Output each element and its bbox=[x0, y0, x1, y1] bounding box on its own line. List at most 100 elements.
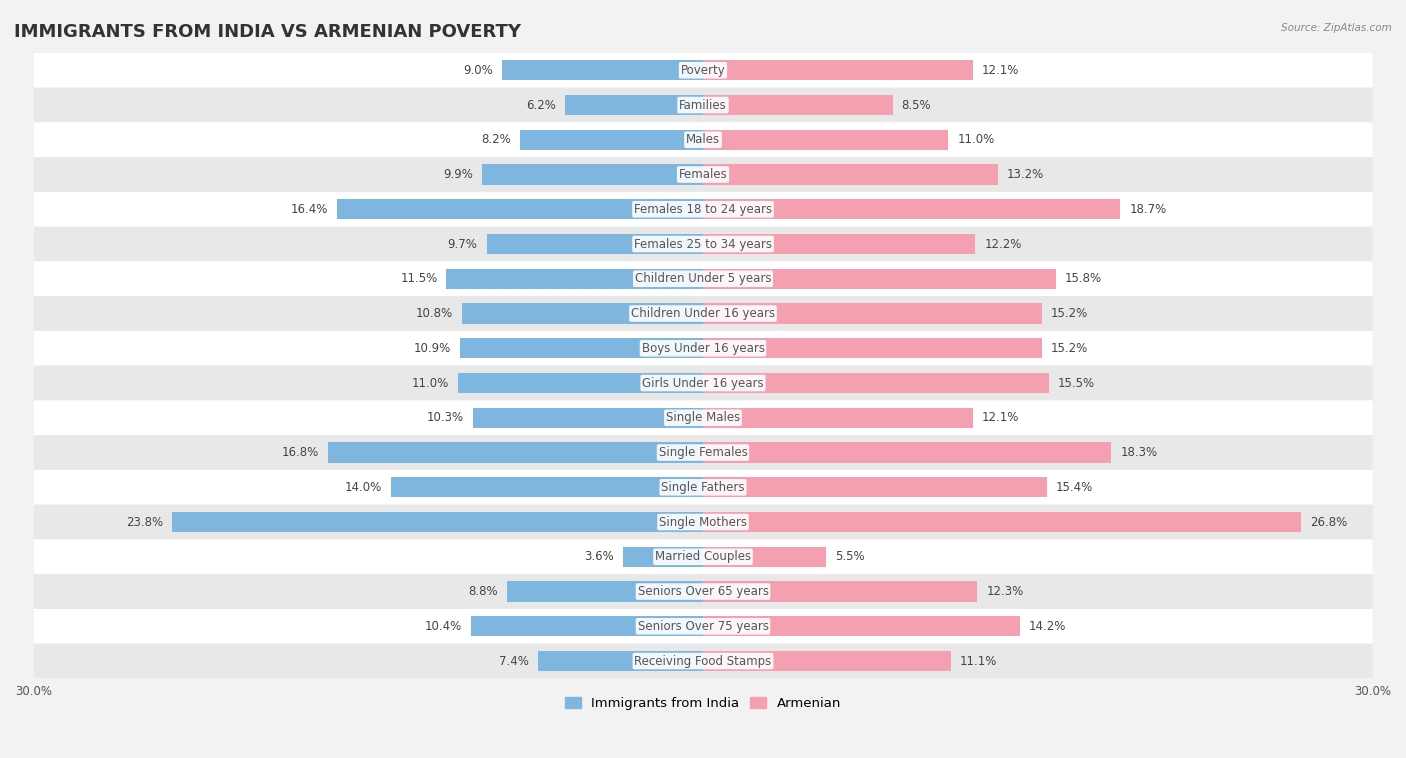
FancyBboxPatch shape bbox=[34, 400, 1372, 435]
Text: 23.8%: 23.8% bbox=[125, 515, 163, 528]
Bar bbox=[328, 443, 703, 462]
Text: Females: Females bbox=[679, 168, 727, 181]
Text: 3.6%: 3.6% bbox=[583, 550, 614, 563]
Text: 13.2%: 13.2% bbox=[1007, 168, 1043, 181]
Text: 6.2%: 6.2% bbox=[526, 99, 555, 111]
Text: 12.3%: 12.3% bbox=[987, 585, 1024, 598]
FancyBboxPatch shape bbox=[34, 88, 1372, 122]
Text: 18.7%: 18.7% bbox=[1129, 203, 1167, 216]
Text: 5.5%: 5.5% bbox=[835, 550, 865, 563]
Text: 15.2%: 15.2% bbox=[1052, 342, 1088, 355]
Text: Females 18 to 24 years: Females 18 to 24 years bbox=[634, 203, 772, 216]
FancyBboxPatch shape bbox=[34, 192, 1372, 227]
Bar bbox=[565, 95, 703, 115]
Text: 15.2%: 15.2% bbox=[1052, 307, 1088, 320]
Bar bbox=[703, 478, 1046, 497]
Bar bbox=[486, 234, 703, 254]
Bar bbox=[703, 303, 1042, 324]
Text: 15.5%: 15.5% bbox=[1057, 377, 1095, 390]
Text: 9.7%: 9.7% bbox=[447, 237, 478, 251]
Text: Males: Males bbox=[686, 133, 720, 146]
Text: 10.8%: 10.8% bbox=[416, 307, 453, 320]
Bar bbox=[463, 303, 703, 324]
Text: 16.8%: 16.8% bbox=[283, 446, 319, 459]
Bar bbox=[703, 130, 949, 150]
FancyBboxPatch shape bbox=[34, 296, 1372, 331]
Bar bbox=[703, 164, 998, 185]
Text: Girls Under 16 years: Girls Under 16 years bbox=[643, 377, 763, 390]
Bar bbox=[337, 199, 703, 219]
FancyBboxPatch shape bbox=[34, 262, 1372, 296]
FancyBboxPatch shape bbox=[34, 644, 1372, 678]
Bar bbox=[703, 512, 1301, 532]
Bar bbox=[623, 547, 703, 567]
Text: Single Males: Single Males bbox=[666, 412, 740, 424]
Bar bbox=[474, 408, 703, 428]
Bar bbox=[460, 338, 703, 359]
Text: 11.0%: 11.0% bbox=[957, 133, 994, 146]
Text: 9.0%: 9.0% bbox=[464, 64, 494, 77]
Text: 7.4%: 7.4% bbox=[499, 655, 529, 668]
Text: 12.1%: 12.1% bbox=[981, 412, 1019, 424]
Text: Seniors Over 65 years: Seniors Over 65 years bbox=[637, 585, 769, 598]
Bar bbox=[703, 95, 893, 115]
Text: 14.2%: 14.2% bbox=[1029, 620, 1066, 633]
Bar bbox=[703, 651, 950, 671]
FancyBboxPatch shape bbox=[34, 470, 1372, 505]
Text: Single Fathers: Single Fathers bbox=[661, 481, 745, 493]
Bar bbox=[538, 651, 703, 671]
Text: Poverty: Poverty bbox=[681, 64, 725, 77]
Bar bbox=[703, 443, 1111, 462]
Text: 18.3%: 18.3% bbox=[1121, 446, 1157, 459]
Bar bbox=[703, 616, 1019, 637]
Text: Seniors Over 75 years: Seniors Over 75 years bbox=[637, 620, 769, 633]
Text: 11.5%: 11.5% bbox=[401, 272, 437, 285]
Bar bbox=[703, 268, 1056, 289]
FancyBboxPatch shape bbox=[34, 435, 1372, 470]
Text: 10.4%: 10.4% bbox=[425, 620, 463, 633]
Text: 12.1%: 12.1% bbox=[981, 64, 1019, 77]
Bar bbox=[471, 616, 703, 637]
Bar bbox=[703, 338, 1042, 359]
Text: Single Mothers: Single Mothers bbox=[659, 515, 747, 528]
Text: 10.3%: 10.3% bbox=[427, 412, 464, 424]
Text: Receiving Food Stamps: Receiving Food Stamps bbox=[634, 655, 772, 668]
Text: 26.8%: 26.8% bbox=[1310, 515, 1347, 528]
Bar bbox=[703, 199, 1121, 219]
FancyBboxPatch shape bbox=[34, 122, 1372, 157]
Text: Females 25 to 34 years: Females 25 to 34 years bbox=[634, 237, 772, 251]
Text: Boys Under 16 years: Boys Under 16 years bbox=[641, 342, 765, 355]
Text: 16.4%: 16.4% bbox=[291, 203, 328, 216]
Text: Children Under 16 years: Children Under 16 years bbox=[631, 307, 775, 320]
Bar bbox=[703, 373, 1049, 393]
FancyBboxPatch shape bbox=[34, 609, 1372, 644]
Bar bbox=[703, 581, 977, 602]
Bar bbox=[502, 60, 703, 80]
FancyBboxPatch shape bbox=[34, 331, 1372, 365]
FancyBboxPatch shape bbox=[34, 53, 1372, 88]
Bar bbox=[703, 60, 973, 80]
Text: 11.1%: 11.1% bbox=[960, 655, 997, 668]
FancyBboxPatch shape bbox=[34, 365, 1372, 400]
Text: Single Females: Single Females bbox=[658, 446, 748, 459]
FancyBboxPatch shape bbox=[34, 505, 1372, 540]
Text: 9.9%: 9.9% bbox=[443, 168, 474, 181]
Bar bbox=[391, 478, 703, 497]
Text: Married Couples: Married Couples bbox=[655, 550, 751, 563]
Text: IMMIGRANTS FROM INDIA VS ARMENIAN POVERTY: IMMIGRANTS FROM INDIA VS ARMENIAN POVERT… bbox=[14, 23, 522, 41]
Bar bbox=[446, 268, 703, 289]
Text: 15.8%: 15.8% bbox=[1064, 272, 1102, 285]
FancyBboxPatch shape bbox=[34, 540, 1372, 574]
Text: Source: ZipAtlas.com: Source: ZipAtlas.com bbox=[1281, 23, 1392, 33]
Bar bbox=[457, 373, 703, 393]
Bar bbox=[172, 512, 703, 532]
Legend: Immigrants from India, Armenian: Immigrants from India, Armenian bbox=[560, 692, 846, 716]
FancyBboxPatch shape bbox=[34, 157, 1372, 192]
Bar bbox=[506, 581, 703, 602]
Text: 14.0%: 14.0% bbox=[344, 481, 381, 493]
Text: 15.4%: 15.4% bbox=[1056, 481, 1092, 493]
Bar bbox=[703, 547, 825, 567]
Text: Families: Families bbox=[679, 99, 727, 111]
Text: 8.8%: 8.8% bbox=[468, 585, 498, 598]
FancyBboxPatch shape bbox=[34, 574, 1372, 609]
